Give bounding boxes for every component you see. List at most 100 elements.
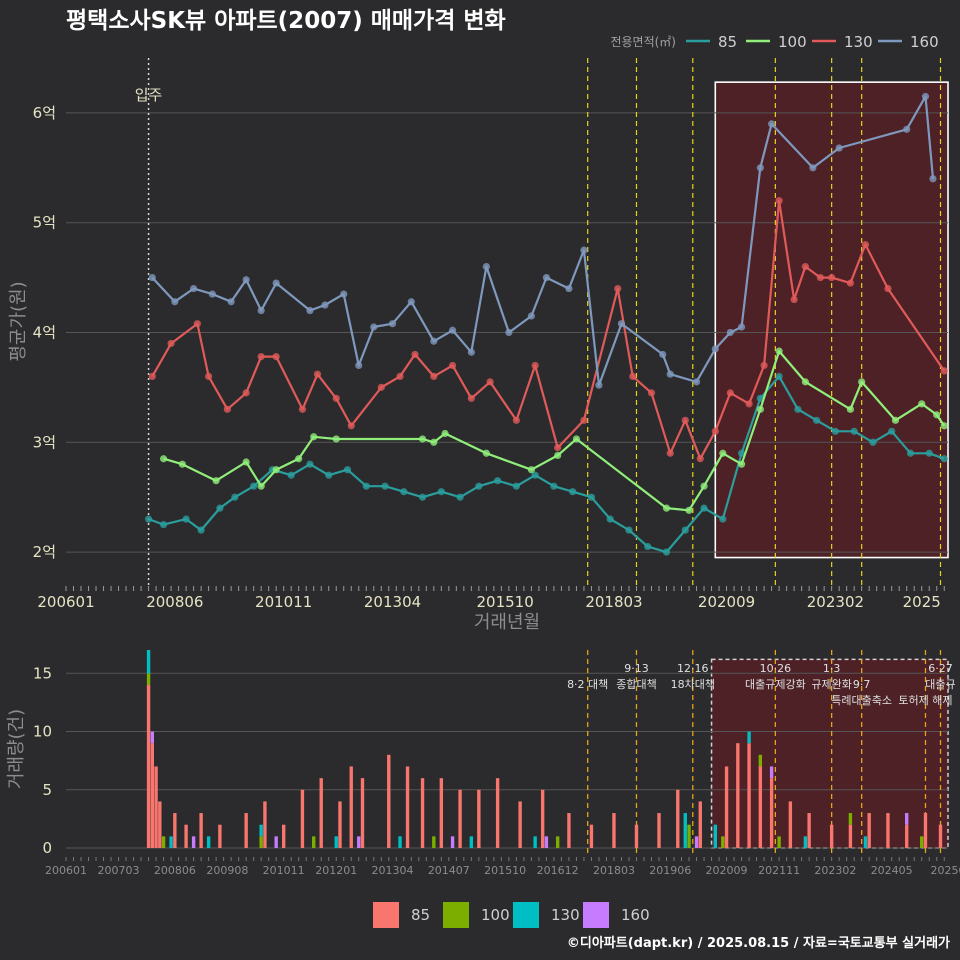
data-point-130 [711, 427, 719, 435]
data-point-85 [700, 504, 708, 512]
policy-label: 특례대출축소 [831, 694, 892, 707]
data-point-85 [794, 405, 802, 413]
data-point-100 [891, 416, 900, 424]
data-point-85 [343, 466, 352, 474]
data-point-100 [700, 482, 708, 490]
data-point-130 [148, 372, 156, 380]
volume-bar-100 [687, 824, 691, 848]
volume-bar-160 [191, 836, 196, 848]
bar-x-tick-label: 201803 [593, 864, 635, 877]
bar-x-tick-label: 202302 [814, 864, 856, 877]
policy-label: 9·13 [624, 662, 649, 675]
data-point-100 [756, 405, 764, 413]
volume-bar-85 [769, 778, 774, 848]
data-point-130 [298, 405, 307, 413]
data-point-85 [644, 542, 652, 551]
volume-bar-130 [206, 836, 211, 848]
data-point-160 [692, 378, 701, 386]
data-point-85 [775, 372, 783, 380]
volume-bar-85 [218, 824, 222, 848]
data-point-160 [242, 276, 250, 284]
data-point-130 [167, 339, 175, 348]
price-chart: 2억 3억 4억 5억 6억 입주 200601 200806 201011 201304 2015… [8, 58, 949, 633]
data-point-100 [242, 458, 250, 466]
data-point-130 [193, 320, 201, 328]
volume-bar-130 [334, 836, 338, 848]
x-tick-label: 201803 [585, 593, 642, 611]
data-point-85 [494, 477, 502, 485]
volume-bar-85 [439, 778, 444, 848]
volume-bar-100 [758, 754, 763, 767]
bar-x-tick-label: 200806 [154, 864, 196, 877]
data-point-85 [831, 427, 840, 435]
legend-swatch-label-100: 100 [481, 906, 510, 924]
data-point-100 [858, 378, 866, 386]
volume-bar-85 [923, 813, 928, 848]
data-point-130 [846, 279, 855, 287]
legend-label-130: 130 [844, 33, 873, 51]
data-point-85 [512, 482, 520, 490]
volume-bar-85 [173, 813, 177, 848]
volume-bar-85 [405, 766, 410, 848]
data-point-160 [370, 323, 378, 331]
data-point-85 [531, 471, 539, 479]
volume-highlight-box [710, 658, 949, 849]
volume-bar-85 [349, 766, 353, 848]
data-point-130 [223, 405, 231, 413]
data-point-160 [921, 92, 930, 101]
data-point-160 [595, 381, 603, 389]
data-point-85 [681, 526, 689, 534]
volume-bar-130 [747, 731, 751, 744]
data-point-160 [430, 337, 438, 345]
bar-x-tick-label: 201906 [649, 864, 691, 877]
data-point-130 [313, 370, 322, 378]
data-point-160 [388, 320, 397, 328]
data-point-130 [411, 350, 419, 359]
volume-bar-85 [281, 824, 286, 848]
data-point-100 [775, 347, 783, 355]
bar-x-tick-label: 200908 [206, 864, 248, 877]
x-tick-label: 201304 [364, 593, 421, 611]
legend-swatch-label-160: 160 [621, 906, 650, 924]
data-point-100 [441, 429, 449, 438]
data-point-130 [816, 273, 824, 282]
data-point-160 [321, 301, 329, 309]
volume-bar-85 [886, 813, 890, 848]
y-tick-label: 6억 [33, 104, 56, 122]
data-point-160 [542, 273, 551, 282]
data-point-130 [696, 455, 704, 463]
volume-bar-85 [420, 778, 425, 848]
data-point-85 [144, 515, 153, 523]
volume-bar-85 [244, 813, 248, 848]
legend-swatch-100 [443, 902, 469, 928]
volume-bar-85 [848, 824, 853, 848]
data-point-130 [430, 372, 438, 380]
data-point-130 [775, 197, 783, 205]
volume-bar-85 [150, 743, 155, 848]
x-tick-label: 2025 [903, 593, 941, 611]
data-point-130 [257, 353, 265, 361]
legend-swatch-160 [583, 902, 609, 928]
data-point-130 [760, 361, 768, 370]
policy-label: 대출규 [925, 678, 955, 691]
data-point-85 [216, 504, 224, 512]
data-point-130 [512, 416, 520, 424]
bar-x-tick-label: 201612 [537, 864, 579, 877]
volume-bar-160 [357, 836, 361, 848]
volume-bar-130 [469, 836, 474, 848]
data-point-85 [569, 488, 577, 496]
legend-swatch-85 [373, 902, 399, 928]
data-point-160 [659, 350, 667, 359]
data-point-85 [456, 493, 464, 501]
policy-label: 대출규제강화 [745, 678, 806, 691]
data-point-130 [614, 284, 622, 293]
volume-bar-85 [540, 789, 545, 848]
data-point-160 [617, 320, 626, 328]
data-point-160 [929, 175, 937, 183]
data-point-100 [272, 466, 280, 474]
data-point-85 [737, 449, 746, 457]
y-tick-label: 5억 [33, 214, 56, 232]
data-point-160 [227, 298, 235, 306]
data-point-100 [918, 400, 926, 408]
data-point-100 [257, 482, 265, 490]
